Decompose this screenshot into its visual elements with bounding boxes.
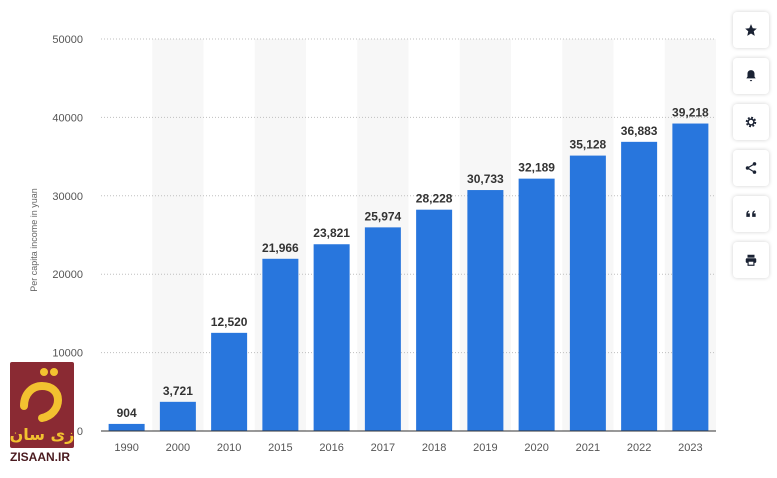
y-axis-ticks: 0 10000 20000 30000 40000 50000 [52, 34, 83, 438]
watermark-logo-text: زی سان [10, 425, 74, 444]
share-icon [745, 162, 757, 174]
data-label-2021: 35,128 [570, 138, 607, 152]
bar-chart: 0 10000 20000 30000 40000 50000 904 3,721 12,52… [29, 34, 716, 454]
watermark-site: ZISAAN.IR [10, 450, 70, 464]
bar-2015[interactable] [262, 258, 299, 431]
print-button[interactable] [733, 242, 769, 278]
bars [108, 123, 709, 431]
x-tick-label: 2016 [319, 442, 343, 454]
bar-2019[interactable] [467, 190, 504, 431]
bell-icon [746, 70, 756, 82]
x-tick-label: 1990 [114, 442, 138, 454]
notification-button[interactable] [733, 58, 769, 94]
data-label-2018: 28,228 [416, 192, 453, 206]
chart-toolbar [733, 12, 769, 288]
bar-2021[interactable] [569, 155, 606, 431]
data-label-2015: 21,966 [262, 241, 299, 255]
x-tick-label: 2019 [473, 442, 497, 454]
bar-2023[interactable] [672, 123, 709, 431]
share-button[interactable] [733, 150, 769, 186]
bar-2016[interactable] [313, 244, 350, 431]
data-label-2020: 32,189 [518, 161, 555, 175]
bar-2022[interactable] [621, 141, 658, 431]
data-label-2010: 12,520 [211, 315, 248, 329]
watermark-logo: زی سان ZISAAN.IR [10, 362, 78, 468]
x-tick-label: 2018 [422, 442, 446, 454]
y-tick-label: 40000 [52, 112, 83, 124]
data-label-1990: 904 [117, 406, 137, 420]
column-band [152, 39, 204, 431]
bar-2018[interactable] [416, 209, 453, 431]
y-tick-label: 20000 [52, 269, 83, 281]
data-label-2017: 25,974 [365, 209, 402, 223]
cite-button[interactable] [733, 196, 769, 232]
y-tick-label: 10000 [52, 348, 83, 360]
gear-icon [745, 116, 757, 128]
bar-1990[interactable] [108, 423, 145, 431]
settings-button[interactable] [733, 104, 769, 140]
x-tick-label: 2017 [371, 442, 395, 454]
data-label-2022: 36,883 [621, 124, 658, 138]
y-tick-label: 30000 [52, 191, 83, 203]
bar-2000[interactable] [159, 401, 196, 431]
x-tick-label: 2023 [678, 442, 702, 454]
bar-2020[interactable] [518, 178, 555, 431]
x-tick-label: 2022 [627, 442, 651, 454]
x-tick-label: 2000 [166, 442, 190, 454]
x-tick-label: 2015 [268, 442, 292, 454]
bar-2010[interactable] [211, 332, 248, 431]
watermark-glyph-icon: زی سان [10, 368, 74, 444]
x-tick-label: 2020 [524, 442, 548, 454]
data-labels: 904 3,721 12,520 21,966 23,821 25,974 28,228 30… [117, 106, 709, 420]
y-tick-label: 0 [77, 426, 83, 438]
y-axis-label: Per capita income in yuan [29, 188, 39, 292]
favorite-button[interactable] [733, 12, 769, 48]
x-tick-label: 2010 [217, 442, 241, 454]
data-label-2023: 39,218 [672, 106, 709, 120]
bar-2017[interactable] [364, 227, 401, 431]
data-label-2016: 23,821 [313, 226, 350, 240]
grid-lines [101, 38, 716, 354]
print-icon [745, 254, 757, 266]
y-tick-label: 50000 [52, 34, 83, 46]
x-tick-label: 2021 [576, 442, 600, 454]
quote-icon [746, 210, 756, 217]
x-axis-ticks: 1990 2000 2010 2015 2016 2017 2018 2019 2020 2021… [114, 442, 702, 454]
data-label-2019: 30,733 [467, 172, 504, 186]
watermark-logo-box: زی سان [10, 362, 74, 448]
star-icon [745, 24, 757, 36]
data-label-2000: 3,721 [163, 384, 193, 398]
